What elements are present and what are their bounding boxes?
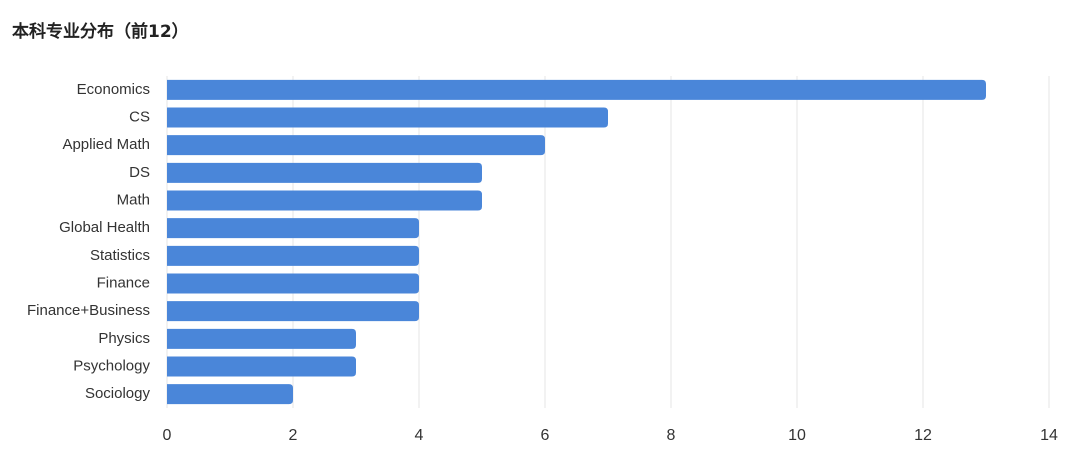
y-tick-label: Physics — [98, 330, 150, 347]
y-tick-label: Economics — [77, 81, 150, 98]
bar — [167, 273, 419, 294]
y-tick-label: DS — [129, 164, 150, 181]
bar — [167, 328, 356, 349]
y-tick-label: Finance+Business — [27, 302, 150, 319]
bar — [167, 190, 482, 211]
bar — [167, 79, 986, 100]
y-tick-label: Finance — [97, 274, 150, 291]
x-tick-label: 8 — [667, 427, 676, 444]
x-tick-label: 2 — [289, 427, 298, 444]
bar — [167, 107, 608, 128]
y-tick-label: Applied Math — [62, 136, 150, 153]
x-tick-label: 10 — [788, 427, 806, 444]
bar — [167, 162, 482, 183]
y-tick-label: Statistics — [90, 247, 150, 264]
x-tick-label: 6 — [541, 427, 550, 444]
x-tick-label: 4 — [415, 427, 424, 444]
x-tick-label: 12 — [914, 427, 932, 444]
y-tick-label: Math — [117, 191, 150, 208]
x-tick-label: 0 — [163, 427, 172, 444]
x-tick-label: 14 — [1040, 427, 1058, 444]
bar — [167, 218, 419, 239]
y-tick-label: Global Health — [59, 219, 150, 236]
bar — [167, 135, 545, 156]
bar — [167, 356, 356, 377]
y-tick-label: Psychology — [73, 357, 150, 374]
y-tick-label: CS — [129, 108, 150, 125]
bar — [167, 384, 293, 405]
chart-title: 本科专业分布（前12） — [12, 21, 189, 42]
bar — [167, 245, 419, 266]
bar — [167, 301, 419, 322]
y-tick-label: Sociology — [85, 385, 151, 402]
